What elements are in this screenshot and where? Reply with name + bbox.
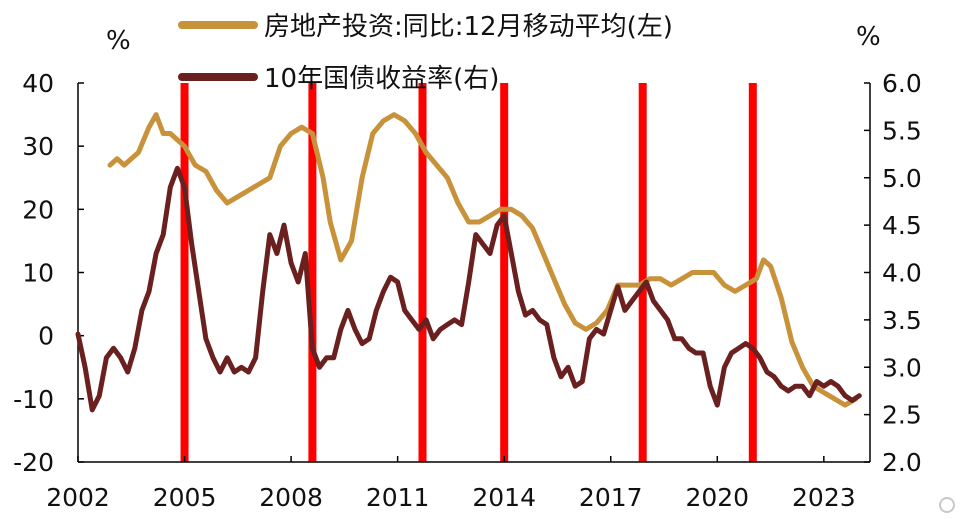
x-tick-label-6: 2020 [685,483,749,512]
x-tick-label-0: 2002 [46,483,110,512]
left-tick-label-5: -10 [13,385,54,414]
watermark-logo-icon [939,497,955,513]
series-line-1 [75,165,862,413]
axes [77,82,871,463]
left-tick-label-1: 30 [22,132,54,161]
highlight-bar-1 [308,83,317,462]
right-tick-label-2: 5.0 [882,164,922,193]
series-lines [75,112,862,413]
legend-label-property: 房地产投资:同比:12月移动平均(左) [264,12,673,42]
highlight-bar-3 [500,83,509,462]
right-tick-label-3: 4.5 [882,211,922,240]
highlight-bar-2 [418,83,427,462]
watermark [939,497,955,513]
legend-swatch-property [178,20,258,29]
x-tick-label-4: 2014 [472,483,536,512]
x-tick-label-3: 2011 [366,483,430,512]
right-tick-label-4: 4.0 [882,259,922,288]
tick-labels: 40 30 20 10 0 -10 -20 6.0 5.5 5.0 4.5 4.0 3.5 3.0 2.5 2… [13,69,922,512]
left-axis-unit: % [106,26,131,56]
left-tick-label-4: 0 [38,322,54,351]
x-tick-label-2: 2008 [259,483,323,512]
left-tick-label-2: 20 [22,195,54,224]
legend-swatch-bond [178,72,258,81]
highlight-bar-5 [748,83,757,462]
left-tick-label-6: -20 [13,448,54,477]
x-tick-label-7: 2023 [792,483,856,512]
highlight-bar-0 [180,83,189,462]
right-axis-unit: % [856,22,881,52]
right-tick-label-1: 5.5 [882,116,922,145]
x-tick-label-1: 2005 [153,483,217,512]
x-tick-label-5: 2017 [579,483,643,512]
highlight-bands [180,83,757,462]
series-line-0 [107,112,859,408]
legend-item-property: 房地产投资:同比:12月移动平均(左) [178,6,673,43]
legend-item-bond: 10年国债收益率(右) [178,58,499,95]
right-tick-label-7: 2.5 [882,401,922,430]
right-tick-label-8: 2.0 [882,448,922,477]
legend-label-bond: 10年国债收益率(右) [264,64,500,94]
left-tick-label-3: 10 [22,259,54,288]
right-tick-label-0: 6.0 [882,69,922,98]
highlight-bar-4 [638,83,647,462]
left-tick-label-0: 40 [22,69,54,98]
right-tick-label-6: 3.0 [882,353,922,382]
right-tick-label-5: 3.5 [882,306,922,335]
